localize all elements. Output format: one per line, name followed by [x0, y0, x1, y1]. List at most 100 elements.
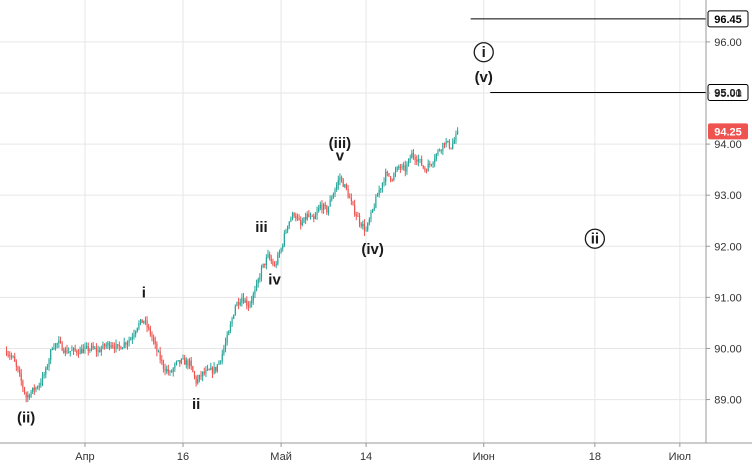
wave-label: ii: [591, 231, 599, 248]
candle-body: [185, 360, 187, 365]
candle-body: [270, 258, 272, 262]
candle-body: [249, 303, 251, 307]
candle-body: [447, 140, 449, 142]
candle-body: [336, 184, 338, 190]
candle-body: [456, 130, 459, 135]
candle-body: [434, 159, 436, 163]
candle-body: [288, 221, 290, 226]
candle-body: [27, 395, 29, 398]
candle-body: [430, 164, 433, 166]
candle-body: [283, 233, 285, 246]
candle-body: [135, 331, 137, 335]
candle-body: [275, 264, 277, 266]
candle-body: [259, 277, 261, 280]
wave-label-circle: [473, 42, 494, 63]
candle-body: [20, 373, 22, 382]
candle-body: [254, 289, 256, 295]
candle-body: [66, 349, 68, 353]
candle-body: [290, 218, 292, 222]
candle-body: [143, 320, 145, 323]
candle-body: [421, 158, 423, 166]
candle-body: [95, 348, 98, 352]
candle-body: [435, 153, 437, 160]
candle-body: [108, 342, 111, 348]
x-tick-label: 14: [360, 451, 372, 463]
candle-body: [236, 302, 238, 307]
candle-body: [234, 306, 236, 315]
candle-body: [30, 392, 32, 397]
candle-body: [130, 338, 132, 341]
candle-body: [223, 348, 225, 354]
candle-body: [393, 173, 395, 181]
candle-body: [260, 267, 263, 278]
candle-body: [340, 177, 343, 180]
candle-body: [267, 253, 269, 258]
candle-body: [218, 361, 220, 365]
candle-body: [272, 261, 274, 265]
candle-body: [376, 195, 379, 197]
candle-body: [113, 346, 115, 349]
candle-body: [401, 165, 403, 169]
candle-body: [23, 387, 26, 394]
y-tick-label: 91.00: [714, 292, 742, 304]
candle-body: [278, 252, 281, 255]
candle-body: [440, 150, 442, 152]
candle-body: [362, 223, 364, 227]
candle-body: [87, 346, 89, 351]
candle-body: [110, 345, 112, 348]
candle-body: [76, 350, 78, 354]
candle-body: [187, 360, 189, 366]
candle-body: [295, 215, 297, 219]
candle-body: [404, 165, 406, 172]
candle-body: [202, 371, 204, 377]
candle-body: [172, 368, 174, 372]
candle-body: [344, 184, 346, 187]
candle-body: [264, 263, 266, 266]
wave-label: (iv): [361, 241, 384, 258]
wave-label: i: [482, 44, 486, 61]
candle-body: [358, 216, 361, 224]
candle-body: [43, 374, 45, 376]
wave-label: v: [336, 147, 345, 164]
candle-body: [159, 351, 161, 360]
candle-body: [388, 172, 390, 177]
price-tag-box: [707, 83, 749, 101]
candle-body: [205, 370, 207, 374]
candle-body: [53, 348, 55, 350]
candle-body: [79, 349, 81, 355]
candle-body: [453, 140, 455, 144]
candle-body: [427, 163, 429, 172]
candle-body: [28, 395, 31, 397]
candle-body: [354, 204, 356, 215]
candle-body: [368, 219, 370, 224]
wave-label: iii: [255, 219, 268, 236]
candle-body: [301, 222, 303, 225]
candle-body: [238, 302, 240, 305]
candle-body: [308, 214, 310, 217]
candle-body: [211, 367, 214, 374]
candle-body: [71, 350, 73, 352]
x-tick-label: Июл: [669, 451, 691, 463]
candle-body: [407, 159, 410, 165]
candle-body: [68, 351, 70, 353]
candle-body: [365, 230, 367, 232]
candle-body: [339, 177, 341, 181]
candle-body: [409, 158, 411, 160]
candle-body: [190, 360, 192, 367]
x-tick-label: Апр: [75, 451, 94, 463]
candle-body: [247, 305, 250, 307]
candle-body: [375, 196, 377, 208]
candle-body: [35, 387, 37, 391]
candle-body: [210, 367, 212, 370]
y-tick-label: 96.00: [714, 37, 742, 49]
candle-body: [166, 369, 168, 372]
candle-body: [90, 345, 93, 350]
y-tick-label: 89.00: [714, 395, 742, 407]
candle-body: [92, 345, 94, 349]
candle-body: [363, 223, 366, 231]
candle-body: [406, 164, 408, 172]
candle-body: [324, 204, 326, 207]
candle-body: [192, 366, 194, 373]
candle-body: [411, 152, 413, 159]
